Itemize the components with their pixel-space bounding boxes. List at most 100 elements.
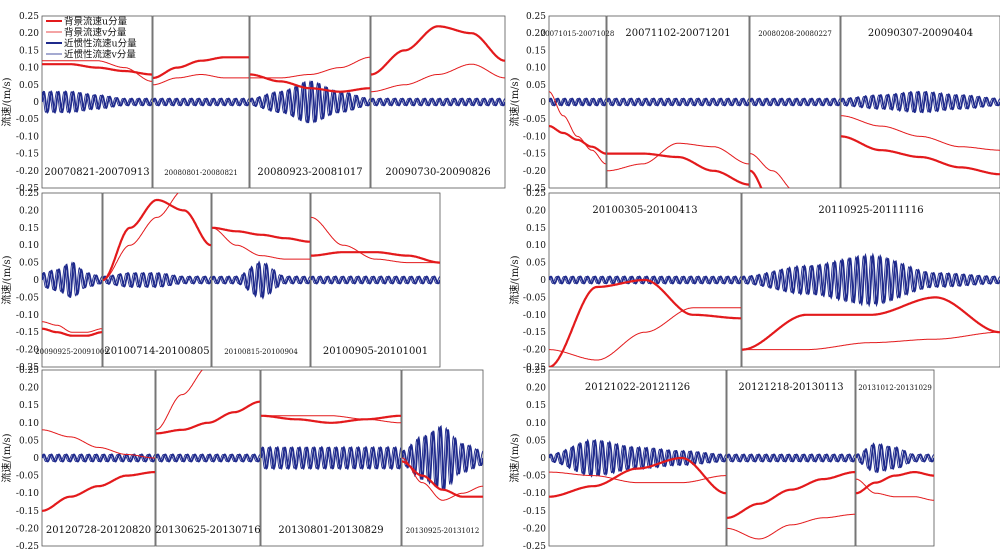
series-background-u [153, 56, 249, 79]
y-tick-label: -0.05 [16, 472, 39, 482]
y-tick-label: -0.20 [16, 346, 39, 356]
y-tick-label: -0.05 [523, 293, 546, 303]
chart-panel-20130801-20130829: 20130801-20130829 [260, 369, 402, 547]
series-inertial-v [156, 453, 260, 462]
y-tick-label: 0.15 [19, 224, 39, 234]
y-tick-label: 0.15 [19, 401, 39, 411]
panel-date-label: 20130801-20130829 [278, 525, 383, 536]
y-tick-label: 0 [33, 98, 39, 108]
series-inertial-u [371, 97, 505, 107]
chart-panel-20110925-20111116: 20110925-20111116 [741, 192, 1000, 368]
chart-panel-20120728-20120820: 20120728-20120820 [41, 369, 156, 547]
series-background-u [42, 471, 155, 512]
y-tick-label: 0.10 [526, 64, 546, 74]
series-inertial-u [549, 97, 606, 107]
series-inertial-u [856, 442, 934, 474]
y-tick-label: 0.20 [526, 206, 546, 216]
chart-panel-20080801-20080821: 20080801-20080821 [152, 15, 250, 189]
series-background-v [856, 478, 934, 501]
panel-date-label: 20071102-20071201 [625, 28, 730, 39]
y-tick-label: 0.05 [19, 81, 39, 91]
series-background-v [750, 153, 790, 188]
y-tick-label: 0.05 [526, 436, 546, 446]
series-inertial-v [42, 90, 152, 114]
series-inertial-u [156, 453, 260, 463]
panel-date-label: 20090307-20090404 [868, 28, 973, 39]
series-background-u [402, 460, 483, 498]
y-tick-label: -0.10 [16, 132, 39, 142]
chart-panel-20090730-20090826: 20090730-20090826 [370, 15, 506, 189]
y-tick-label: 0.25 [19, 12, 39, 22]
series-inertial-v [212, 263, 310, 298]
legend-entry: 近惯性流速u分量 [64, 38, 137, 50]
y-tick-label: -0.20 [523, 346, 546, 356]
y-tick-label: 0.20 [19, 29, 39, 39]
y-tick-label: 0.25 [526, 366, 546, 376]
series-inertial-u [742, 252, 1000, 308]
y-axis-label: 流速/(m/s) [0, 433, 13, 482]
y-tick-label: 0.05 [19, 436, 39, 446]
series-background-v [311, 216, 440, 264]
legend-entry: 背景流速v分量 [64, 27, 127, 39]
chart-panel-20100905-20101001: 20100905-20101001 [310, 192, 441, 368]
series-inertial-v [549, 439, 726, 477]
panel-date-label: 20130625-20130716 [155, 525, 260, 536]
series-inertial-u [103, 271, 211, 289]
chart-panel-20080923-20081017: 20080923-20081017 [249, 15, 371, 189]
series-background-u [742, 296, 1000, 351]
series-background-v [607, 142, 749, 172]
y-tick-label: -0.10 [523, 311, 546, 321]
chart-panel-20130625-20130716: 20130625-20130716 [155, 369, 261, 547]
panel-date-label: 20080801-20080821 [164, 169, 238, 177]
panel-date-label: 20120728-20120820 [46, 525, 151, 536]
y-axis-label: 流速/(m/s) [0, 255, 13, 304]
series-inertial-u [402, 424, 483, 492]
y-axis-label: 流速/(m/s) [508, 77, 521, 126]
chart-panel-20130925-20131012: 20130925-20131012 [401, 369, 484, 547]
y-tick-label: -0.20 [16, 167, 39, 177]
series-inertial-v [103, 272, 211, 288]
series-background-u [856, 471, 934, 495]
y-axis-label: 流速/(m/s) [508, 255, 521, 304]
y-tick-label: 0.10 [526, 419, 546, 429]
chart-panel-20071102-20071201: 20071102-20071201 [606, 15, 750, 189]
y-tick-label: 0.10 [19, 241, 39, 251]
y-tick-label: 0.15 [526, 224, 546, 234]
series-background-v [841, 115, 1000, 151]
y-tick-label: 0 [540, 276, 546, 286]
chart-panel-20100305-20100413: 20100305-20100413 [548, 192, 742, 368]
y-tick-label: 0.10 [526, 241, 546, 251]
series-background-v [42, 321, 102, 333]
y-axis-label: 流速/(m/s) [508, 433, 521, 482]
y-axis-label: 流速/(m/s) [0, 77, 13, 126]
y-tick-label: 0.10 [19, 64, 39, 74]
series-inertial-v [727, 453, 855, 462]
y-tick-label: 0.20 [19, 206, 39, 216]
panel-date-label: 20110925-20111116 [818, 205, 923, 216]
series-background-v [156, 370, 203, 431]
y-tick-label: -0.15 [16, 328, 39, 338]
y-tick-label: -0.15 [16, 507, 39, 517]
series-inertial-v [250, 79, 370, 124]
chart-panel-20090925-20091009: 20090925-20091009 [35, 192, 109, 368]
series-inertial-u [153, 97, 249, 107]
y-tick-label: -0.25 [523, 542, 546, 551]
y-tick-label: -0.10 [16, 311, 39, 321]
series-background-v [727, 513, 855, 540]
series-inertial-v [42, 261, 102, 298]
y-tick-label: 0.20 [19, 384, 39, 394]
series-background-u [42, 327, 102, 337]
chart-panel-20070821-20070913: 20070821-20070913 [41, 15, 153, 189]
series-background-u [607, 152, 749, 186]
series-inertial-v [750, 98, 840, 106]
y-tick-label: -0.10 [523, 489, 546, 499]
y-tick-label: 0.25 [526, 189, 546, 199]
y-tick-label: -0.15 [523, 150, 546, 160]
series-inertial-u [261, 445, 401, 471]
series-inertial-u [42, 261, 102, 298]
chart-panel-20100815-20100904: 20100815-20100904 [211, 192, 311, 368]
series-background-v [250, 56, 370, 79]
series-inertial-v [549, 98, 606, 106]
series-background-u [156, 400, 260, 435]
